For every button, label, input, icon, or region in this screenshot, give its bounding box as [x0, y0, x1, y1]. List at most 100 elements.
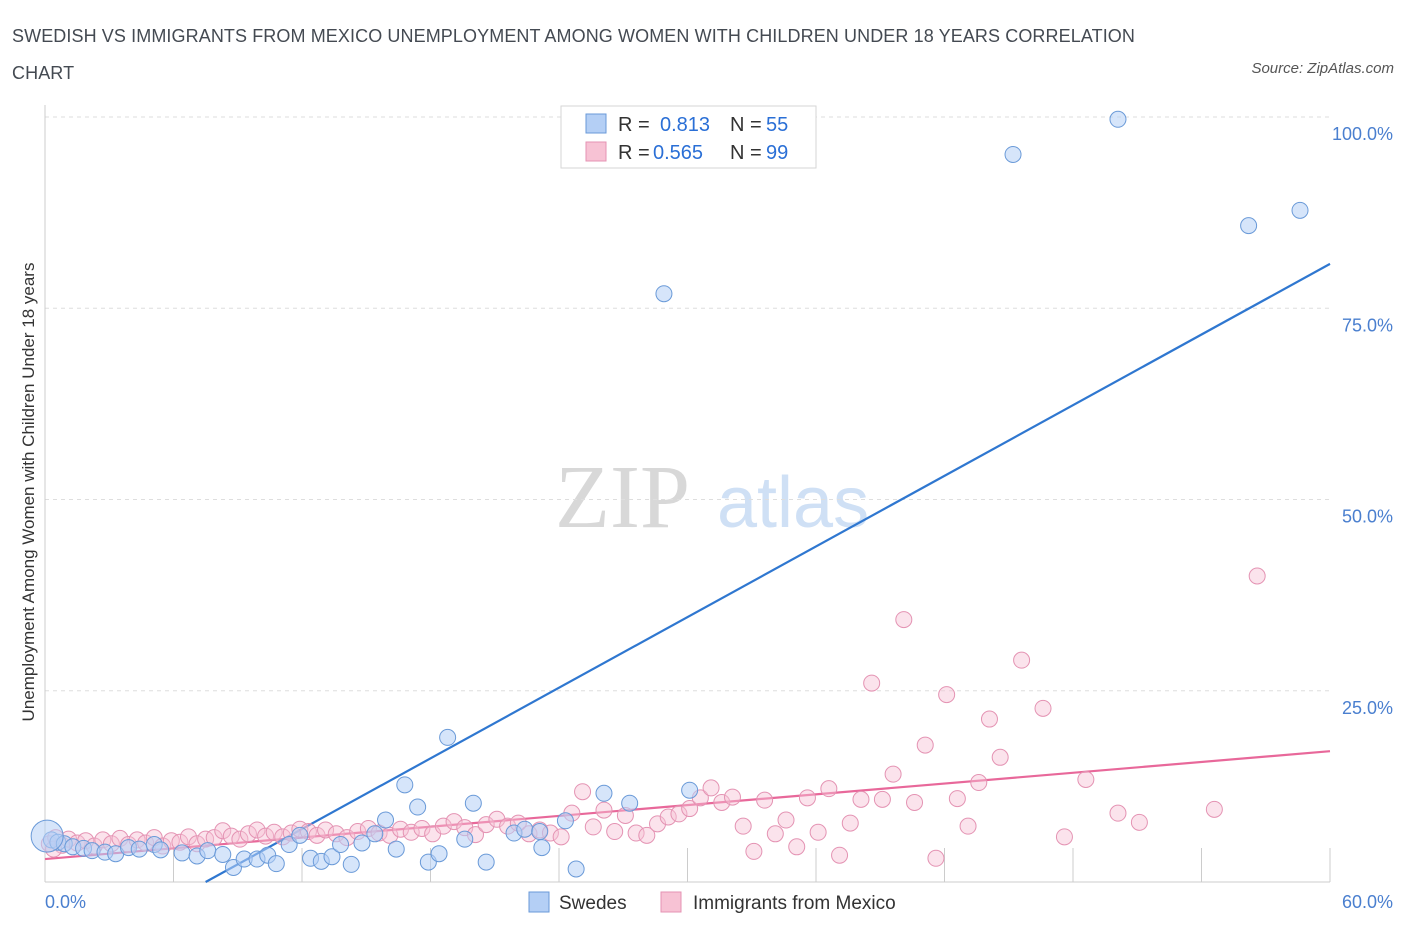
point-swedes [1240, 217, 1258, 235]
point-mexico [477, 816, 495, 834]
point-swedes [396, 776, 414, 794]
point-mexico [392, 820, 410, 838]
point-swedes [377, 811, 395, 829]
point-swedes [533, 839, 551, 857]
point-mexico [606, 823, 624, 841]
point-mexico [884, 765, 902, 783]
point-mexico [831, 846, 849, 864]
point-mexico [584, 818, 602, 836]
point-swedes [323, 848, 341, 866]
legend-n-label: N = [730, 114, 762, 136]
point-mexico [938, 686, 956, 704]
point-mexico [627, 824, 645, 842]
point-mexico [1013, 651, 1031, 669]
point-swedes [342, 855, 360, 873]
point-mexico [265, 823, 283, 841]
point-swedes [516, 820, 534, 838]
legend-r-label-2: R = [618, 142, 650, 164]
point-swedes [1109, 110, 1127, 128]
bottom-swatch-swedes [528, 891, 550, 913]
point-mexico [863, 674, 881, 692]
point-mexico [239, 825, 257, 843]
correlation-legend: R = 0.813 N = 55 R = 0.565 N = 99 [560, 105, 817, 169]
y-tick-label: 100.0% [1332, 124, 1393, 144]
point-mexico [434, 817, 452, 835]
point-mexico [745, 842, 763, 860]
point-mexico [179, 828, 197, 846]
point-mexico [927, 849, 945, 867]
legend-n-label-2: N = [730, 142, 762, 164]
point-mexico [649, 815, 667, 833]
point-swedes [681, 781, 699, 799]
trendline-swedes [205, 262, 1331, 883]
point-mexico [445, 813, 463, 831]
axes [44, 105, 1331, 883]
point-mexico [916, 736, 934, 754]
point-mexico [308, 826, 326, 844]
point-mexico [959, 817, 977, 835]
point-mexico [681, 800, 699, 818]
y-axis-label: Unemployment Among Women with Children U… [19, 263, 38, 722]
point-mexico [574, 783, 592, 801]
point-mexico [948, 790, 966, 808]
chart-title: SWEDISH VS IMMIGRANTS FROM MEXICO UNEMPL… [12, 26, 1136, 83]
point-swedes [387, 840, 405, 858]
x-tick-label-min: 0.0% [45, 892, 86, 912]
point-mexico [852, 790, 870, 808]
watermark: ZIP atlas [555, 448, 869, 547]
tick-labels: 25.0% 50.0% 75.0% 100.0% 0.0% 60.0% [45, 124, 1393, 912]
point-mexico [659, 808, 677, 826]
legend-n-swedes: 55 [766, 114, 788, 136]
point-mexico [1109, 804, 1127, 822]
point-mexico [820, 780, 838, 798]
legend-r-swedes: 0.813 [660, 114, 710, 136]
point-mexico [257, 827, 275, 845]
point-mexico [766, 825, 784, 843]
point-mexico [552, 828, 570, 846]
point-swedes [1004, 145, 1022, 163]
point-mexico [1205, 800, 1223, 818]
point-swedes [477, 853, 495, 871]
data-points [30, 110, 1309, 878]
point-mexico [638, 826, 656, 844]
point-swedes [655, 285, 673, 303]
legend-r-label: R = [618, 114, 650, 136]
point-mexico [895, 611, 913, 629]
point-mexico [702, 779, 720, 797]
point-mexico [798, 789, 816, 807]
point-mexico [1034, 699, 1052, 717]
bottom-swatch-mexico [660, 891, 682, 913]
point-swedes [1291, 201, 1309, 219]
point-mexico [1130, 813, 1148, 831]
point-swedes [409, 798, 427, 816]
point-mexico [317, 821, 335, 839]
point-swedes [595, 784, 613, 802]
point-swedes [556, 812, 574, 830]
legend-r-mexico: 0.565 [653, 142, 703, 164]
legend-n-mexico: 99 [766, 142, 788, 164]
legend-swatch-swedes [585, 113, 607, 134]
point-mexico [248, 821, 266, 839]
point-mexico [734, 817, 752, 835]
legend-swatch-mexico [585, 141, 607, 162]
point-mexico [413, 819, 431, 837]
point-swedes [430, 845, 448, 863]
point-swedes [130, 840, 148, 858]
point-mexico [231, 830, 249, 848]
point-mexico [214, 822, 232, 840]
point-mexico [841, 814, 859, 832]
point-swedes [30, 819, 64, 853]
point-swedes [621, 794, 639, 812]
point-mexico [713, 793, 731, 811]
point-mexico [488, 810, 506, 828]
point-mexico [809, 823, 827, 841]
point-mexico [873, 790, 891, 808]
point-swedes [291, 826, 309, 844]
point-mexico [595, 801, 613, 819]
point-swedes [353, 834, 371, 852]
point-swedes [531, 823, 549, 841]
point-swedes [199, 842, 217, 860]
point-swedes [456, 830, 474, 848]
point-mexico [723, 788, 741, 806]
